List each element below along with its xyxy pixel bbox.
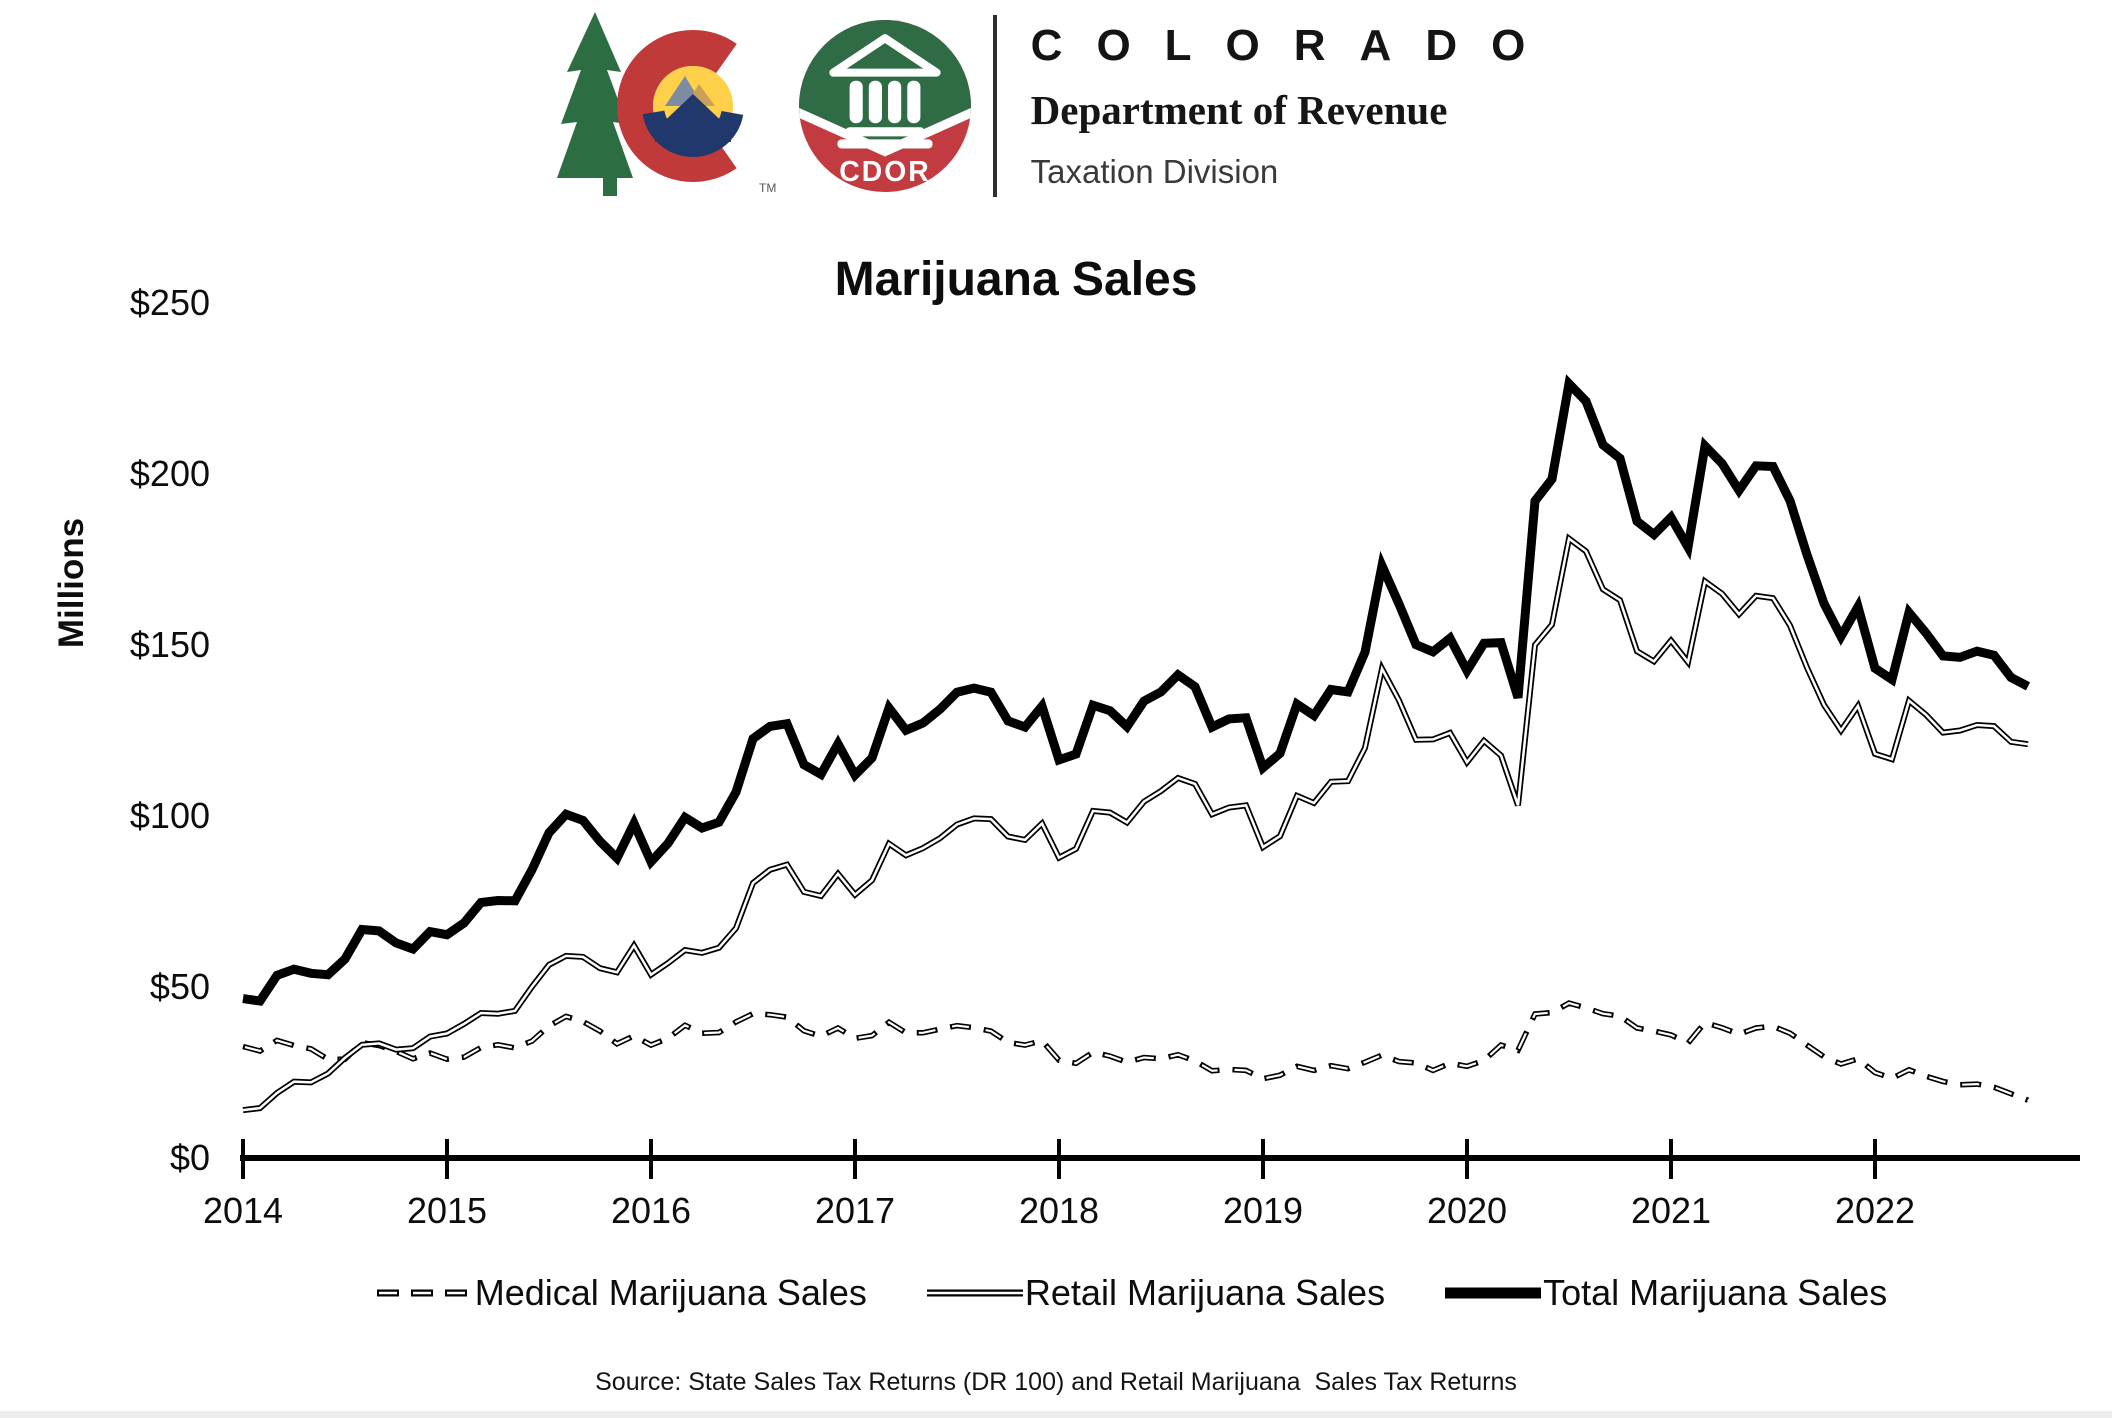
x-tick-label: 2017 [814,1190,896,1231]
brand-division: Taxation Division [1030,153,1279,190]
source-note: Source: State Sales Tax Returns (DR 100)… [595,1368,1517,1396]
pine-tree-icon [556,12,633,196]
double-line-swatch-icon [926,1289,1023,1297]
header: TM CD [0,8,2112,223]
brand-subtitle: Department of Revenue [1030,87,1448,133]
medical-series-line [242,1000,2029,1103]
colorado-state-logo-icon: TM [553,8,785,204]
y-tick-label: $0 [169,1137,210,1178]
legend-label: Retail Marijuana Sales [1024,1272,1386,1313]
y-tick-label: $100 [129,795,210,836]
x-tick-label: 2016 [610,1190,692,1231]
temple-columns-icon [849,80,921,124]
retail-series-line [242,533,2029,1114]
y-tick-label: $200 [129,453,210,494]
cdor-badge-text: CDOR [839,156,930,188]
x-tick-label: 2021 [1630,1190,1712,1231]
x-tick-label: 2019 [1222,1190,1304,1231]
x-axis [240,1139,2080,1179]
total-series-line [242,374,2031,1006]
trademark-text: TM [759,181,776,195]
x-tick-label: 2014 [202,1190,284,1231]
brand-title: COLORADO [1030,21,1560,70]
dashed-line-swatch-icon [376,1289,473,1297]
x-tick-label: 2018 [1018,1190,1100,1231]
thick-line-swatch-icon [1445,1287,1542,1299]
cdor-logo-icon: CDOR [798,20,971,192]
y-tick-label: $150 [129,624,210,665]
chart-legend: Medical Marijuana Sales Retail Marijuana … [0,1272,2112,1314]
legend-item-dashed: Medical Marijuana Sales [375,1272,867,1314]
legend-label: Medical Marijuana Sales [474,1272,867,1313]
y-tick-label: $250 [129,282,210,323]
x-tick-label: 2022 [1834,1190,1916,1231]
x-tick-label: 2015 [406,1190,488,1231]
bottom-strip [0,1411,2112,1418]
chart-title: Marijuana Sales [834,253,1198,306]
legend-item-double: Retail Marijuana Sales [925,1272,1385,1314]
y-tick-label: $50 [149,966,210,1007]
medical-series-line-core [242,1001,2029,1102]
temple-pediment-icon [829,34,941,77]
legend-label: Total Marijuana Sales [1543,1272,1888,1313]
header-divider [992,15,997,197]
retail-series-line-core [242,536,2029,1112]
x-tick-label: 2020 [1426,1190,1508,1231]
legend-item-thick: Total Marijuana Sales [1443,1272,1887,1314]
